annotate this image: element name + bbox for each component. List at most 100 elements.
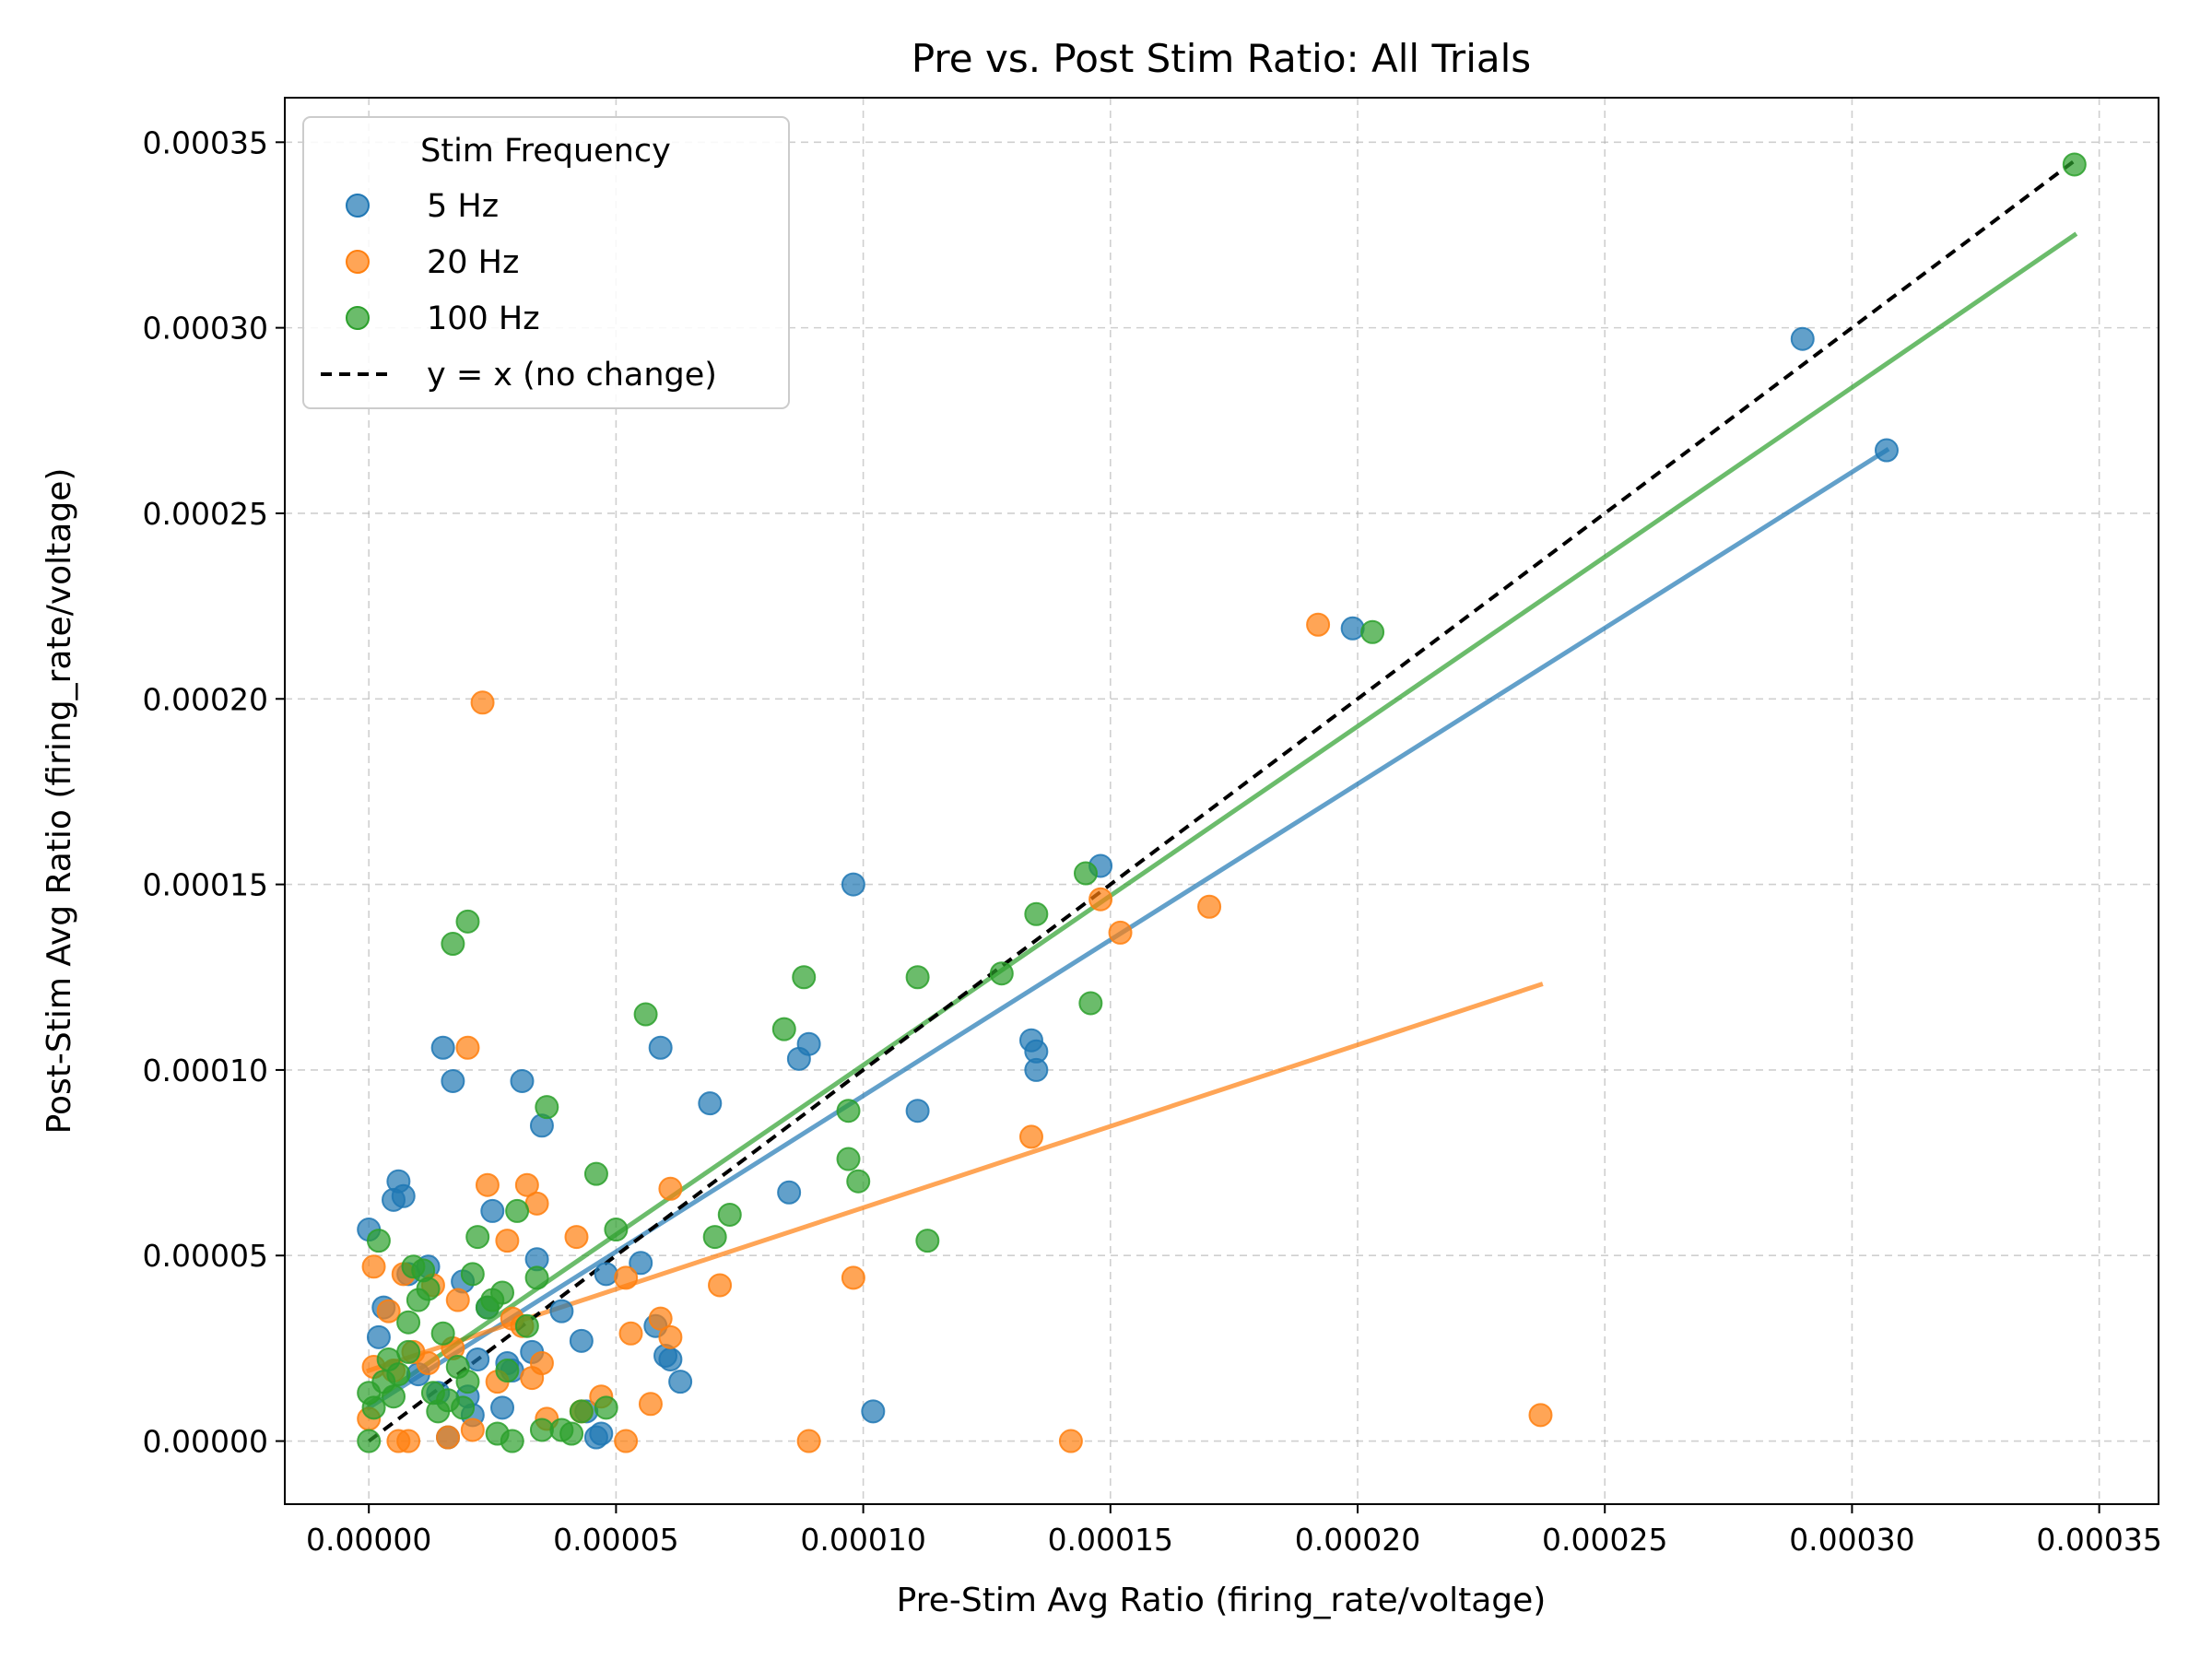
data-point-5hz (594, 1262, 618, 1287)
x-tick-label: 0.00005 (553, 1522, 678, 1558)
data-point-5hz (629, 1251, 653, 1276)
y-tick-label: 0.00000 (143, 1424, 268, 1460)
data-point-20hz (614, 1265, 639, 1290)
legend-box (302, 116, 790, 409)
x-tick-label: 0.00010 (800, 1522, 925, 1558)
data-point-20hz (618, 1321, 643, 1346)
data-point-20hz (1108, 920, 1133, 945)
x-axis-label: Pre-Stim Avg Ratio (firing_rate/voltage) (897, 1582, 1547, 1619)
data-point-100hz (792, 965, 817, 990)
data-point-20hz (495, 1229, 520, 1253)
data-point-20hz (1088, 887, 1113, 912)
fit-line-100hz (365, 231, 2078, 1407)
data-point-5hz (1874, 438, 1899, 463)
data-point-100hz (604, 1218, 629, 1242)
data-point-5hz (796, 1031, 821, 1056)
data-point-20hz (470, 690, 495, 715)
data-point-5hz (441, 1068, 465, 1093)
data-point-100hz (905, 965, 930, 990)
data-point-20hz (564, 1225, 589, 1250)
data-point-20hz (1058, 1429, 1083, 1453)
data-point-20hz (648, 1306, 673, 1331)
legend: Stim Frequency 5 Hz 20 Hz 100 Hz y = x (… (302, 116, 790, 409)
data-point-5hz (777, 1180, 802, 1205)
y-tick-label: 0.00015 (143, 867, 268, 903)
data-point-100hz (396, 1310, 421, 1335)
data-point-5hz (366, 1324, 391, 1349)
y-tick-label: 0.00025 (143, 496, 268, 532)
legend-marker-5hz (346, 194, 370, 218)
data-point-100hz (535, 1095, 559, 1120)
data-point-100hz (1024, 901, 1049, 926)
data-point-100hz (361, 1395, 386, 1420)
data-point-100hz (460, 1262, 485, 1287)
data-point-100hz (455, 1370, 480, 1394)
data-point-5hz (698, 1091, 723, 1116)
axis-ticks: 0.00000 0.00000 0.00005 0.00005 0.00010 0.000… (143, 124, 2162, 1558)
data-point-100hz (594, 1395, 618, 1420)
data-point-20hz (796, 1429, 821, 1453)
data-point-20hz (658, 1324, 683, 1349)
data-point-5hz (648, 1035, 673, 1060)
data-point-5hz (861, 1399, 886, 1424)
data-point-100hz (559, 1421, 584, 1446)
legend-marker-20hz (346, 250, 370, 274)
legend-label-100hz: 100 Hz (427, 300, 540, 337)
data-point-20hz (1018, 1124, 1043, 1149)
data-points (357, 152, 2087, 1453)
y-axis-label: Post-Stim Avg Ratio (firing_rate/voltage… (41, 468, 78, 1135)
data-point-100hz (441, 932, 465, 957)
data-point-20hz (361, 1254, 386, 1279)
data-point-5hz (1790, 326, 1815, 351)
data-point-20hz (455, 1035, 480, 1060)
legend-marker-100hz (346, 306, 370, 330)
data-point-100hz (396, 1339, 421, 1364)
chart-title: Pre vs. Post Stim Ratio: All Trials (912, 36, 1531, 81)
data-point-20hz (460, 1418, 485, 1442)
data-point-100hz (1360, 619, 1385, 644)
data-point-5hz (391, 1183, 416, 1208)
data-point-20hz (376, 1299, 401, 1324)
data-point-100hz (771, 1017, 796, 1041)
data-point-100hz (451, 1395, 476, 1420)
x-tick-label: 0.00035 (2036, 1522, 2161, 1558)
reference-line-y-equals-x (367, 159, 2077, 1443)
data-point-20hz (1197, 894, 1222, 919)
legend-label-5hz: 5 Hz (427, 188, 499, 225)
data-point-5hz (430, 1035, 455, 1060)
data-point-20hz (638, 1392, 663, 1417)
data-point-5hz (490, 1395, 515, 1420)
data-point-5hz (668, 1370, 693, 1394)
data-point-100hz (633, 1002, 658, 1027)
data-point-100hz (357, 1429, 382, 1453)
data-point-100hz (569, 1399, 594, 1424)
data-point-5hz (1024, 1057, 1049, 1082)
data-point-100hz (1073, 861, 1098, 886)
data-point-5hz (1340, 616, 1365, 641)
data-point-100hz (524, 1265, 549, 1290)
data-point-100hz (514, 1313, 539, 1338)
legend-label-reference-line: y = x (no change) (427, 357, 717, 394)
data-point-100hz (702, 1225, 727, 1250)
data-point-20hz (708, 1273, 733, 1298)
data-point-20hz (445, 1288, 470, 1312)
data-point-20hz (529, 1350, 554, 1375)
data-point-100hz (416, 1277, 441, 1301)
data-point-20hz (841, 1265, 865, 1290)
data-point-20hz (396, 1429, 421, 1453)
data-point-100hz (500, 1429, 524, 1453)
x-tick-label: 0.00000 (306, 1522, 431, 1558)
data-point-100hz (915, 1229, 940, 1253)
data-point-20hz (436, 1425, 461, 1450)
data-point-100hz (382, 1384, 406, 1409)
y-tick-label: 0.00035 (143, 124, 268, 160)
plot-frame (284, 97, 2159, 1505)
data-point-100hz (989, 961, 1014, 986)
data-point-100hz (583, 1161, 608, 1186)
x-tick-label: 0.00015 (1048, 1522, 1173, 1558)
y-tick-label: 0.00020 (143, 681, 268, 717)
data-point-100hz (846, 1169, 871, 1194)
y-tick-label: 0.00010 (143, 1053, 268, 1088)
